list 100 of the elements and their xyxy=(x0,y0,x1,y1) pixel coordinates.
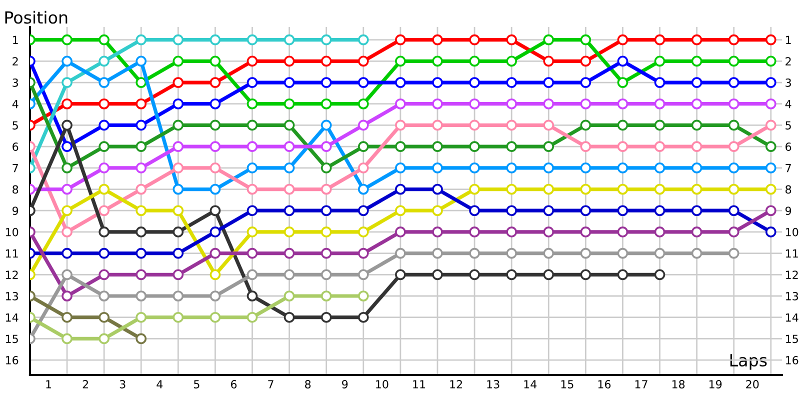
point xyxy=(543,77,554,88)
point xyxy=(172,162,184,174)
point xyxy=(210,162,221,174)
point xyxy=(358,56,369,67)
point xyxy=(320,269,332,280)
point xyxy=(469,248,480,259)
y-tick-label: 15 xyxy=(6,334,18,344)
point xyxy=(728,226,740,238)
y2-tick-label: 15 xyxy=(786,334,798,344)
point xyxy=(358,162,369,174)
point xyxy=(98,312,110,323)
point xyxy=(395,248,406,259)
point xyxy=(580,34,592,46)
point xyxy=(98,120,110,131)
point xyxy=(543,248,554,259)
point xyxy=(617,120,628,131)
point xyxy=(728,98,740,110)
point xyxy=(210,184,221,195)
point xyxy=(210,312,221,323)
point xyxy=(172,184,184,195)
y2-tick-label: 1 xyxy=(786,36,791,44)
point xyxy=(320,312,332,323)
point xyxy=(617,162,628,174)
point xyxy=(580,56,592,67)
x-tick-label: 17 xyxy=(635,380,648,388)
point xyxy=(506,77,517,88)
point xyxy=(284,141,295,152)
point xyxy=(62,269,72,280)
point xyxy=(210,226,221,238)
point xyxy=(62,226,72,238)
point xyxy=(543,34,554,46)
point xyxy=(284,269,295,280)
point xyxy=(320,77,332,88)
point xyxy=(543,269,554,280)
y2-tick-label: 16 xyxy=(786,356,798,364)
point xyxy=(320,120,332,131)
point xyxy=(691,226,702,238)
point xyxy=(98,205,110,216)
x-tick-label: 16 xyxy=(598,380,611,388)
point xyxy=(136,205,147,216)
point xyxy=(284,248,295,259)
point xyxy=(765,205,776,216)
point xyxy=(246,269,258,280)
point xyxy=(62,98,72,110)
point xyxy=(469,56,480,67)
x-tick-label: 6 xyxy=(230,380,237,388)
point xyxy=(506,120,517,131)
point xyxy=(654,120,666,131)
point xyxy=(580,98,592,110)
point xyxy=(98,333,110,344)
point xyxy=(284,56,295,67)
point xyxy=(172,205,184,216)
y-tick-label: 14 xyxy=(6,313,18,322)
y2-tick-label: 7 xyxy=(786,164,791,172)
x-tick-label: 9 xyxy=(342,380,348,388)
point xyxy=(98,184,110,195)
point xyxy=(395,56,406,67)
point xyxy=(62,333,72,344)
point xyxy=(172,290,184,302)
x-tick-label: 14 xyxy=(524,380,537,388)
point xyxy=(98,56,110,67)
point xyxy=(617,248,628,259)
point xyxy=(765,56,776,67)
point xyxy=(728,141,740,152)
point xyxy=(728,34,740,46)
x-tick-label: 10 xyxy=(376,380,388,388)
point xyxy=(580,205,592,216)
point xyxy=(506,162,517,174)
point xyxy=(62,290,72,302)
point xyxy=(284,77,295,88)
point xyxy=(210,141,221,152)
y-tick-label: 4 xyxy=(12,100,18,108)
y-axis-title: Position xyxy=(5,10,68,24)
point xyxy=(358,205,369,216)
point xyxy=(469,98,480,110)
point xyxy=(358,290,369,302)
point xyxy=(62,141,72,152)
point xyxy=(98,141,110,152)
point xyxy=(617,184,628,195)
point xyxy=(728,56,740,67)
point xyxy=(62,205,72,216)
y-tick-label: 7 xyxy=(12,164,18,172)
point xyxy=(246,290,258,302)
y-tick-label: 5 xyxy=(12,121,18,130)
point xyxy=(172,312,184,323)
point xyxy=(506,56,517,67)
y2-tick-label: 10 xyxy=(786,228,798,236)
point xyxy=(172,34,184,46)
y2-tick-label: 9 xyxy=(785,206,792,215)
point xyxy=(691,248,702,259)
point xyxy=(691,98,702,110)
point xyxy=(395,141,406,152)
point xyxy=(728,205,740,216)
point xyxy=(765,162,776,174)
point xyxy=(284,34,295,46)
point xyxy=(765,184,776,195)
x-tick-label: 18 xyxy=(672,380,685,388)
point xyxy=(320,34,332,46)
point xyxy=(469,120,480,131)
point xyxy=(506,248,517,259)
